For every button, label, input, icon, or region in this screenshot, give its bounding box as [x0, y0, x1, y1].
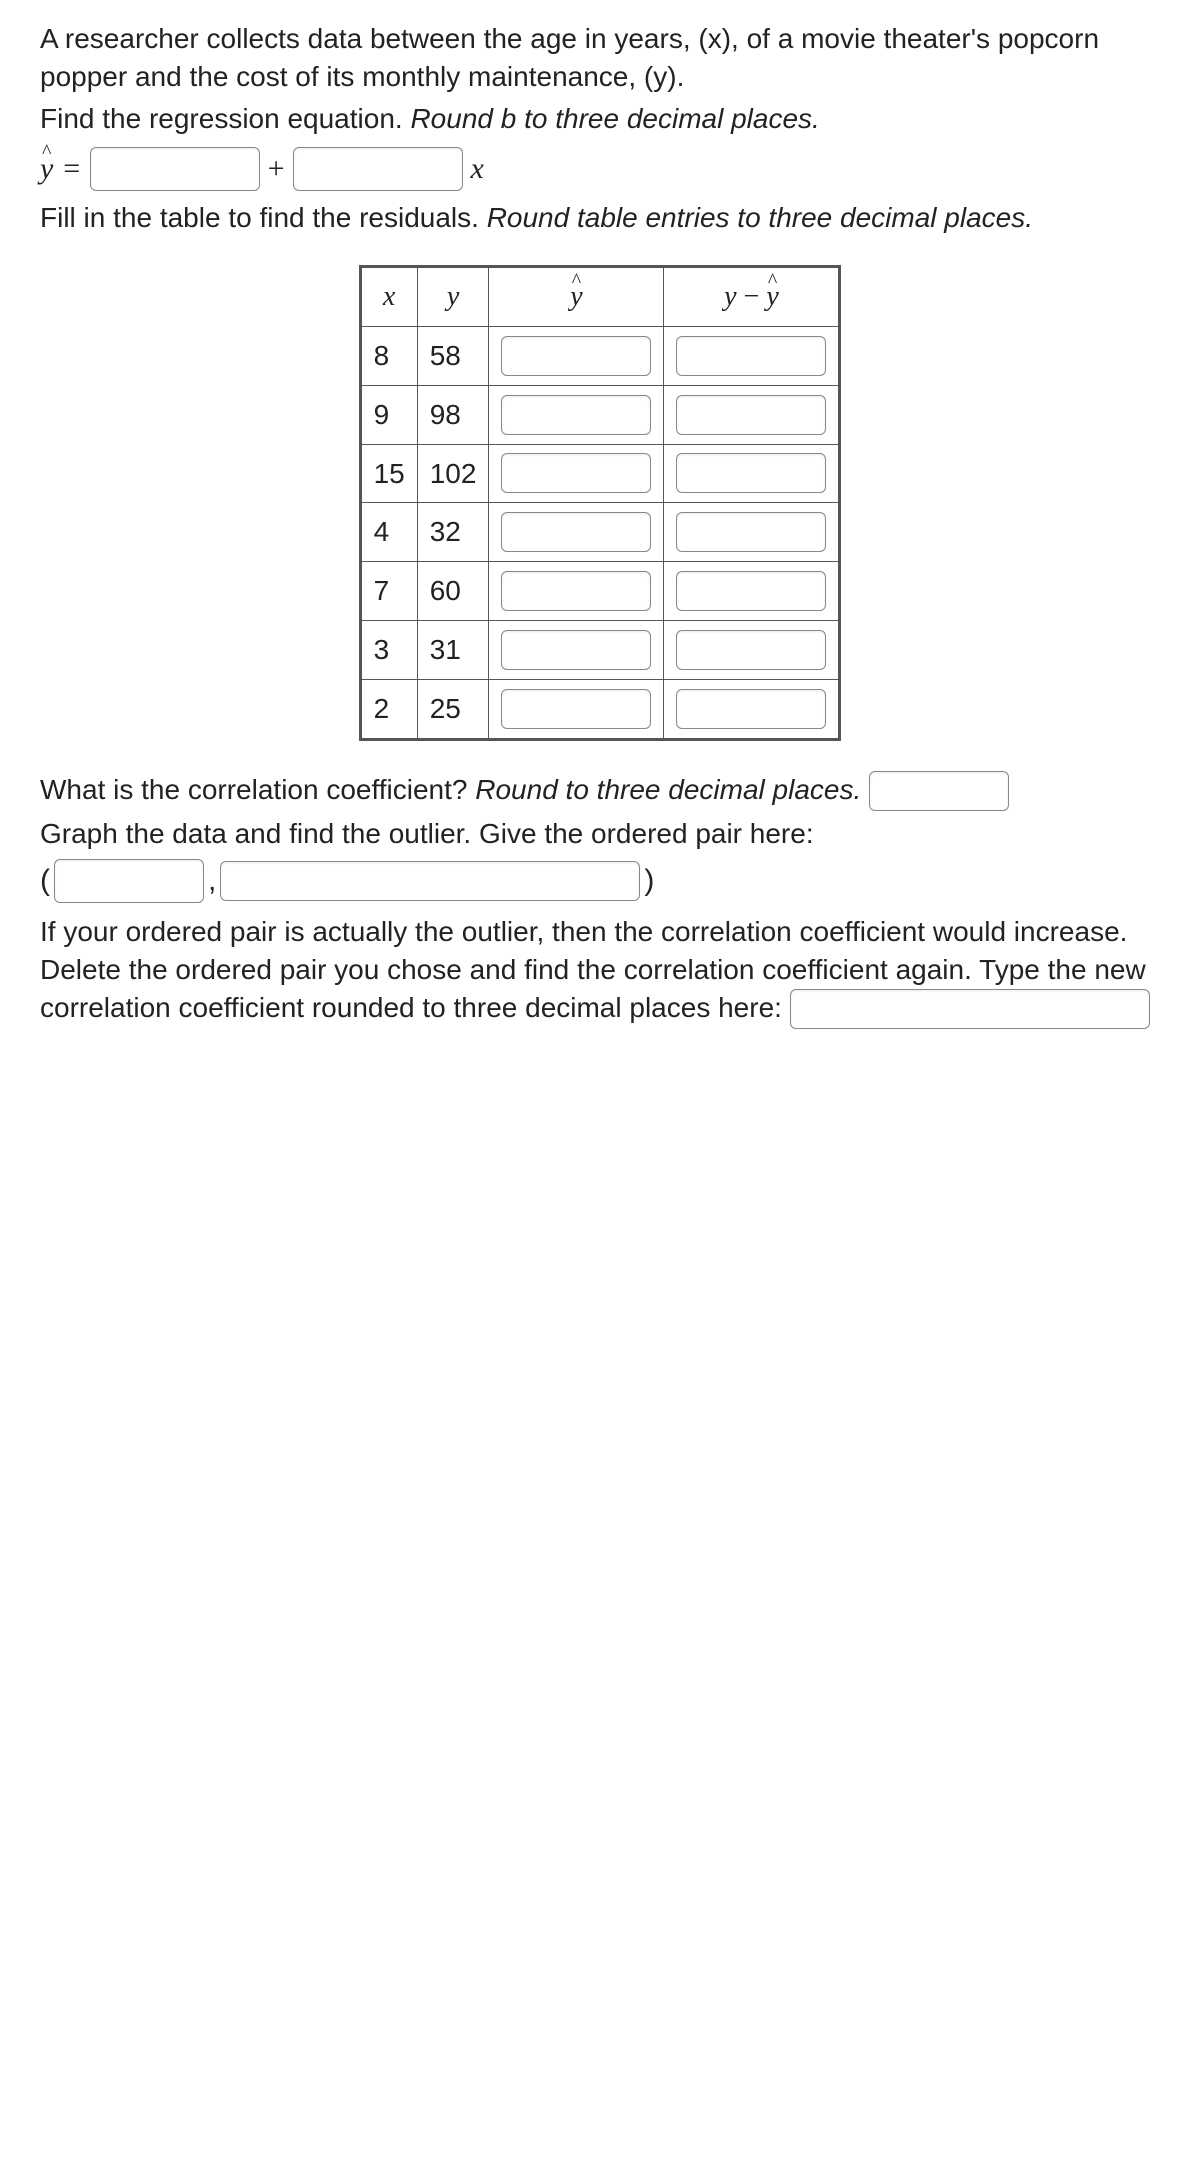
residual-input[interactable]	[676, 395, 826, 435]
cell-yhat	[489, 444, 664, 503]
cell-y: 25	[417, 679, 489, 739]
instruction-residuals-text: Fill in the table to find the residuals.	[40, 202, 487, 233]
cell-residual	[664, 385, 840, 444]
cell-yhat	[489, 620, 664, 679]
yhat-symbol: ^ y	[40, 149, 53, 190]
yhat-input[interactable]	[501, 571, 651, 611]
residual-input[interactable]	[676, 689, 826, 729]
cell-yhat	[489, 385, 664, 444]
cell-x: 9	[360, 385, 417, 444]
res-minus: −	[737, 281, 767, 312]
yhat-input[interactable]	[501, 630, 651, 670]
problem-intro: A researcher collects data between the a…	[40, 20, 1160, 96]
residual-input[interactable]	[676, 453, 826, 493]
yhat-input[interactable]	[501, 453, 651, 493]
residuals-table: x y ^ y y − ^y 85899815102432760331225	[359, 265, 842, 740]
question-correlation-text: What is the correlation coefficient?	[40, 774, 475, 805]
col-header-residual: y − ^y	[664, 267, 840, 327]
instruction-regression: Find the regression equation. Round b to…	[40, 100, 1160, 138]
cell-yhat	[489, 679, 664, 739]
cell-x: 15	[360, 444, 417, 503]
cell-y: 32	[417, 503, 489, 562]
res-y: y	[724, 281, 736, 312]
instruction-residuals: Fill in the table to find the residuals.…	[40, 199, 1160, 237]
cell-y: 102	[417, 444, 489, 503]
hat-icon: ^	[768, 268, 777, 295]
new-correlation-input[interactable]	[790, 989, 1150, 1029]
instruction-regression-text: Find the regression equation.	[40, 103, 410, 134]
cell-x: 7	[360, 562, 417, 621]
table-row: 998	[360, 385, 840, 444]
col-header-y: y	[417, 267, 489, 327]
equals-sign: =	[61, 149, 81, 190]
table-header-row: x y ^ y y − ^y	[360, 267, 840, 327]
cell-residual	[664, 444, 840, 503]
cell-residual	[664, 503, 840, 562]
cell-y: 58	[417, 326, 489, 385]
cell-residual	[664, 620, 840, 679]
yhat-input[interactable]	[501, 336, 651, 376]
cell-residual	[664, 326, 840, 385]
col-header-x: x	[360, 267, 417, 327]
ordered-pair-x-input[interactable]	[54, 859, 204, 903]
table-row: 432	[360, 503, 840, 562]
ordered-pair-y-input[interactable]	[220, 861, 640, 901]
residual-input[interactable]	[676, 512, 826, 552]
yhat-letter: y	[40, 152, 53, 185]
instruction-residuals-italic: Round table entries to three decimal pla…	[487, 202, 1033, 233]
yhat-input[interactable]	[501, 512, 651, 552]
plus-sign: +	[268, 149, 285, 190]
x-variable: x	[471, 149, 484, 190]
table-row: 225	[360, 679, 840, 739]
intercept-input[interactable]	[90, 147, 260, 191]
cell-x: 8	[360, 326, 417, 385]
slope-input[interactable]	[293, 147, 463, 191]
question-correlation-italic: Round to three decimal places.	[475, 774, 861, 805]
regression-equation: ^ y = + x	[40, 147, 1160, 191]
cell-y: 98	[417, 385, 489, 444]
paren-close: )	[644, 861, 654, 902]
cell-x: 4	[360, 503, 417, 562]
residual-input[interactable]	[676, 571, 826, 611]
cell-residual	[664, 679, 840, 739]
residual-input[interactable]	[676, 630, 826, 670]
col-header-yhat: ^ y	[489, 267, 664, 327]
yhat-input[interactable]	[501, 395, 651, 435]
cell-x: 3	[360, 620, 417, 679]
instruction-regression-italic: Round b to three decimal places.	[410, 103, 819, 134]
hat-icon: ^	[572, 268, 581, 295]
ordered-pair-row: ( , )	[40, 859, 1160, 903]
cell-y: 60	[417, 562, 489, 621]
residual-input[interactable]	[676, 336, 826, 376]
comma: ,	[208, 861, 216, 902]
correlation-input[interactable]	[869, 771, 1009, 811]
cell-yhat	[489, 503, 664, 562]
table-row: 331	[360, 620, 840, 679]
table-row: 858	[360, 326, 840, 385]
question-new-correlation: If your ordered pair is actually the out…	[40, 913, 1160, 1029]
cell-x: 2	[360, 679, 417, 739]
cell-yhat	[489, 326, 664, 385]
question-correlation: What is the correlation coefficient? Rou…	[40, 771, 1160, 812]
cell-yhat	[489, 562, 664, 621]
table-row: 760	[360, 562, 840, 621]
question-outlier: Graph the data and find the outlier. Giv…	[40, 815, 1160, 853]
paren-open: (	[40, 861, 50, 902]
table-row: 15102	[360, 444, 840, 503]
cell-residual	[664, 562, 840, 621]
yhat-input[interactable]	[501, 689, 651, 729]
cell-y: 31	[417, 620, 489, 679]
